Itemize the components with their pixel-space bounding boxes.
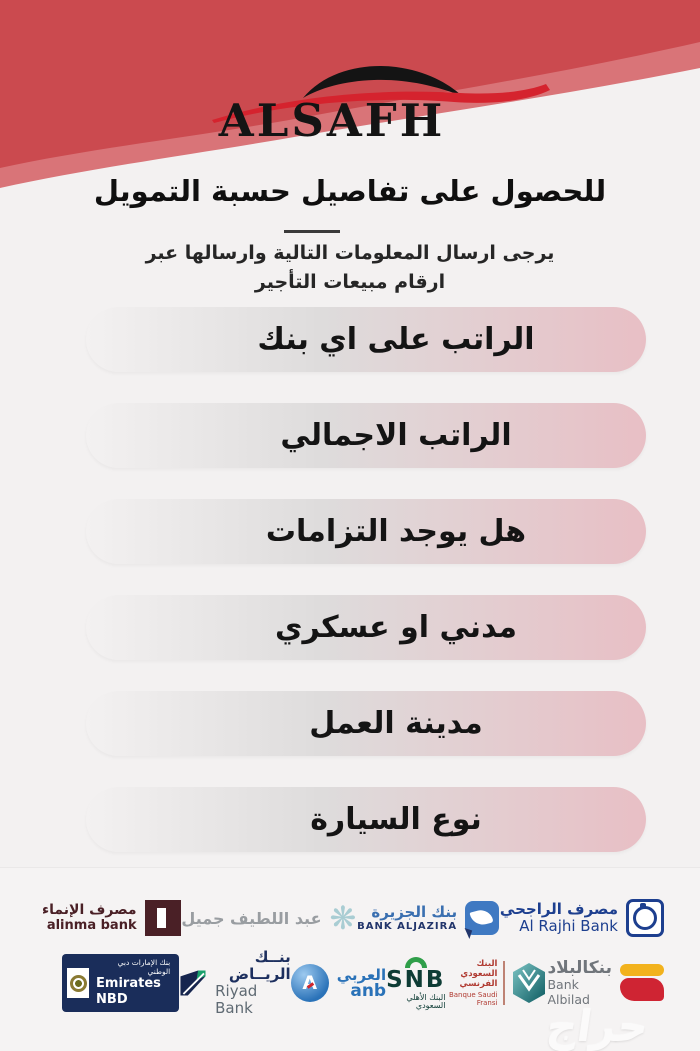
emirates-nbd-seal-icon <box>67 968 90 998</box>
bank-snb: SNB البنك الأهلي السعودي <box>386 956 446 1010</box>
bank-anb: A العربي anb <box>290 964 387 1002</box>
aljazira-logo-icon <box>465 901 500 935</box>
page-title: للحصول على تفاصيل حسبة التمويل <box>93 174 607 208</box>
bank-saudi-fransi: البنك السعودي الفرنسي Banque Saudi Frans… <box>445 959 547 1008</box>
bank-alrajhi-name-en: Al Rajhi Bank <box>519 917 618 935</box>
field-pill-label: مدينة العمل <box>309 706 483 741</box>
car-body-swoosh-icon <box>212 84 550 123</box>
car-roof-swoosh-icon <box>303 65 462 98</box>
field-pill-total-salary: الراتب الاجمالي <box>86 403 646 468</box>
bank-alrajhi-name-ar: مصرف الراجحي <box>499 899 618 918</box>
bank-emirates-nbd: بنك الإمارات دبي الوطني Emirates NBD <box>62 954 180 1012</box>
bank-row-2: بنك الإمارات دبي الوطني Emirates NBD بنـ… <box>62 948 664 1017</box>
bank-albilad: بنكالبلاد Bank Albilad <box>547 957 664 1007</box>
subtitle-line-1: يرجى ارسال المعلومات التالية وارسالها عب… <box>145 242 555 264</box>
title-divider <box>284 230 340 233</box>
field-pill-label: الراتب الاجمالي <box>280 418 512 453</box>
bank-riyad: بنــك الريــاض Riyad Bank <box>179 947 291 1018</box>
field-pill-car-type: نوع السيارة <box>86 787 646 852</box>
field-pill-label: نوع السيارة <box>310 802 482 837</box>
haraj-watermark: حراج <box>543 1002 652 1051</box>
bank-row-1: مصرف الإنماء alinma bank عبد اللطيف جميل… <box>42 892 664 944</box>
field-pill-obligations: هل يوجد التزامات <box>86 499 646 564</box>
bank-aljazira-name-ar: بنك الجزيرة <box>371 902 458 921</box>
bank-enbd-name-en: Emirates NBD <box>96 976 161 1007</box>
anb-sphere-icon: A <box>290 964 329 1002</box>
albilad-logo-icon <box>620 964 664 1002</box>
field-pill-label: هل يوجد التزامات <box>265 514 527 549</box>
emirates-nbd-ring-icon <box>69 974 87 992</box>
bank-bsf-name-en: Banque Saudi Fransi <box>448 990 498 1008</box>
bank-riyad-name-en: Riyad Bank <box>215 982 258 1018</box>
bank-alinma: مصرف الإنماء alinma bank <box>42 900 181 936</box>
field-pill-work-city: مدينة العمل <box>86 691 646 756</box>
bank-snb-name-en: SNB <box>386 966 446 993</box>
field-pill-salary-bank: الراتب على اي بنك <box>86 307 646 372</box>
bsf-diamond-icon <box>513 963 546 1003</box>
header-wave-graphic <box>0 0 700 188</box>
alj-rosette-icon: ❋ <box>329 899 357 937</box>
header-wave-main <box>0 0 700 168</box>
anb-monogram: A <box>302 972 318 994</box>
field-pill-civil-military: مدني او عسكري <box>86 595 646 660</box>
bank-alrajhi: مصرف الراجحي Al Rajhi Bank <box>500 899 664 937</box>
bank-aljazira-name-en: BANK ALJAZIRA <box>357 920 458 932</box>
subtitle-line-2: ارقام مبيعات التأجير <box>254 271 446 293</box>
bank-enbd-name-ar: بنك الإمارات دبي الوطني <box>117 958 171 977</box>
bank-aljazira: بنك الجزيرة BANK ALJAZIRA <box>357 901 500 935</box>
bank-snb-name-ar: البنك الأهلي السعودي <box>406 992 446 1010</box>
bank-abdul-latif-jameel: عبد اللطيف جميل ❋ <box>181 902 356 934</box>
albilad-red-swoosh <box>620 978 664 1002</box>
brand-logo: ALSAFH <box>218 94 446 147</box>
bank-anb-name-ar: العربي <box>336 965 387 984</box>
subtitle: يرجى ارسال المعلومات التالية وارسالها عب… <box>0 239 700 297</box>
bank-riyad-name-ar: بنــك الريــاض <box>228 947 291 983</box>
bank-albilad-name-en: Bank Albilad <box>547 977 590 1007</box>
albilad-yellow-bar <box>620 964 664 977</box>
bank-albilad-name-ar: بنكالبلاد <box>547 957 612 978</box>
field-pill-label: الراتب على اي بنك <box>257 322 535 357</box>
riyad-bank-logo-icon <box>180 970 206 996</box>
bank-bsf-name-ar: البنك السعودي الفرنسي <box>459 958 498 989</box>
alrajhi-emblem-icon <box>633 903 657 930</box>
bank-alinma-name-ar: مصرف الإنماء <box>42 902 137 919</box>
field-pill-label: مدني او عسكري <box>275 610 517 645</box>
bank-alj-name-ar: عبد اللطيف جميل <box>181 908 322 928</box>
banks-footer: مصرف الإنماء alinma bank عبد اللطيف جميل… <box>0 868 700 1051</box>
bsf-divider <box>503 961 506 1005</box>
bank-anb-name-en: anb <box>350 981 387 1002</box>
alrajhi-logo-icon <box>626 899 664 937</box>
alinma-logo-icon <box>144 900 181 936</box>
snb-arch-icon <box>404 956 427 968</box>
bank-alinma-name-en: alinma bank <box>46 917 137 933</box>
